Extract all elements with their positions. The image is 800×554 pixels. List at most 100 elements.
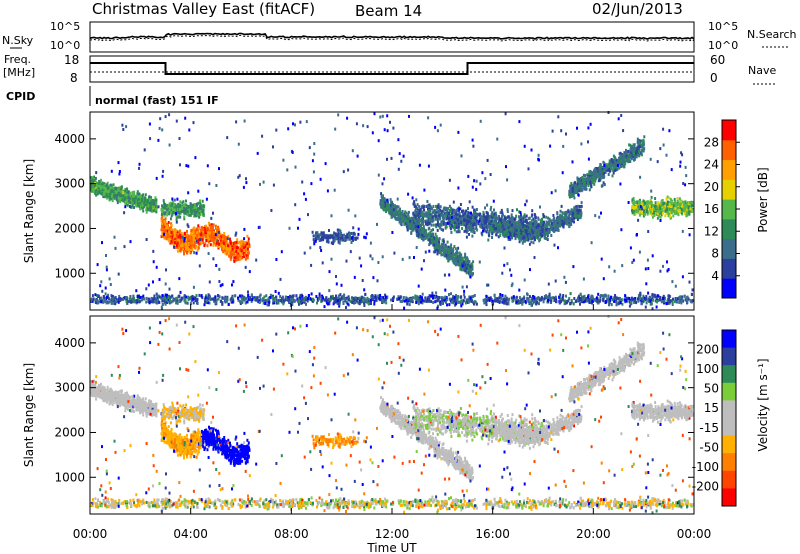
power-cell — [447, 211, 450, 215]
power-cell — [109, 190, 112, 194]
power-cell — [196, 230, 199, 234]
power-cell — [189, 246, 192, 250]
power-cell — [93, 175, 95, 179]
power-cell — [467, 260, 470, 264]
power-cell — [352, 238, 354, 242]
power-cell — [417, 209, 419, 213]
power-cell — [561, 218, 564, 222]
power-cell — [133, 206, 135, 209]
power-cell — [162, 199, 165, 203]
power-cell — [412, 228, 415, 232]
power-cell — [217, 245, 220, 249]
power-cell — [183, 217, 186, 221]
power-cell — [230, 247, 232, 251]
power-cell — [162, 208, 165, 212]
power-cell — [507, 223, 510, 227]
power-cell — [459, 214, 462, 218]
power-cell — [473, 208, 476, 212]
power-cell — [457, 218, 460, 222]
power-cell — [133, 197, 136, 201]
power-cell — [240, 242, 243, 246]
power-cell — [419, 232, 422, 236]
power-cell — [457, 215, 460, 219]
power-cell — [185, 235, 187, 239]
power-cell — [470, 262, 473, 266]
power-cell — [495, 217, 498, 221]
power-cell — [144, 193, 147, 197]
power-cell — [224, 238, 227, 241]
power-cell — [460, 267, 463, 271]
power-cell — [517, 224, 520, 228]
power-cell — [150, 196, 153, 200]
power-cell — [424, 229, 427, 233]
power-cell — [170, 228, 173, 232]
nave-label: Nave — [748, 64, 776, 77]
power-cell — [414, 205, 417, 209]
power-cell — [202, 241, 205, 245]
power-cell — [463, 223, 466, 227]
power-cell — [138, 197, 141, 201]
power-cell — [137, 204, 140, 208]
power-cell — [447, 259, 450, 263]
power-cell — [458, 212, 461, 216]
power-cell — [198, 215, 201, 219]
power-cell — [507, 215, 510, 219]
power-cell — [320, 235, 323, 239]
power-cell — [102, 192, 105, 196]
power-cell — [386, 206, 389, 210]
power-cell — [210, 223, 213, 227]
power-cell — [493, 208, 495, 212]
power-cell — [430, 218, 433, 222]
power-cell — [497, 230, 500, 234]
power-cell — [113, 196, 116, 200]
power-cell — [436, 204, 439, 208]
power-cell — [546, 225, 549, 229]
power-cell — [463, 218, 466, 222]
power-cell — [189, 251, 192, 255]
noise-tick-left-bottom: 10^0 — [50, 39, 80, 52]
power-cell — [90, 176, 93, 180]
power-cell — [183, 252, 185, 256]
power-cell — [471, 273, 474, 277]
power-cell — [437, 218, 440, 222]
power-cell — [492, 221, 495, 225]
power-cell — [438, 214, 441, 218]
power-cell — [349, 232, 352, 236]
power-cell — [110, 185, 113, 189]
power-cell — [214, 240, 217, 244]
power-cell — [404, 212, 407, 216]
power-cell — [452, 255, 455, 258]
power-cell — [509, 218, 512, 222]
power-cell — [415, 225, 418, 229]
power-cell — [213, 238, 216, 242]
power-cell — [389, 198, 392, 202]
power-cell — [170, 208, 173, 212]
power-cell — [113, 195, 116, 199]
power-cell — [455, 226, 458, 229]
power-cell — [202, 228, 205, 232]
power-cell — [513, 219, 516, 223]
power-cell — [147, 206, 150, 210]
power-cell — [444, 221, 447, 225]
power-cell — [320, 233, 323, 237]
power-cell — [199, 239, 202, 243]
power-cell — [136, 203, 139, 207]
power-cell — [500, 221, 502, 224]
power-cell — [90, 186, 93, 190]
power-cell — [235, 240, 238, 244]
power-cell — [329, 235, 332, 238]
power-cell — [318, 236, 321, 240]
power-cell — [383, 208, 385, 212]
cpid-panel: CPID normal (fast) 151 IF — [6, 86, 219, 107]
power-cell — [525, 214, 528, 218]
power-cell — [106, 181, 109, 185]
power-cell — [193, 232, 196, 236]
power-cell — [446, 212, 449, 216]
power-cell — [103, 190, 106, 194]
power-cell — [390, 215, 393, 219]
power-cell — [468, 268, 471, 272]
power-cell — [466, 210, 469, 214]
power-cell — [464, 215, 467, 219]
power-cell — [203, 244, 206, 247]
power-cell — [487, 223, 490, 227]
